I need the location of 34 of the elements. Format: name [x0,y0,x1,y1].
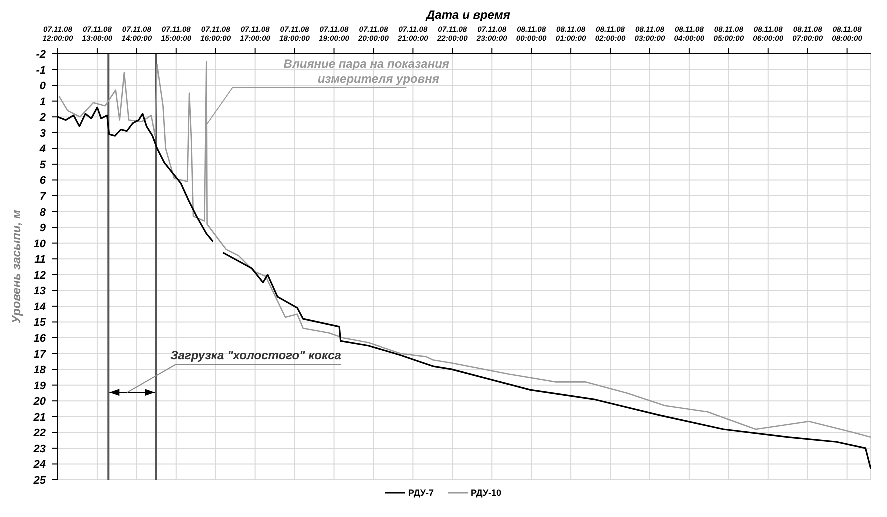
y-tick-label: 20 [32,396,47,408]
legend-label: РДУ-7 [407,488,434,498]
y-tick-label: 16 [34,333,47,345]
y-tick-label: 14 [34,301,46,314]
y-tick-label: 7 [40,191,47,203]
annotation: Влияние пара на показания измерителя уровня [284,57,450,86]
y-tick-label: 4 [38,144,46,156]
y-tick-label: -1 [36,64,46,77]
y-tick-label: 3 [40,128,46,140]
y-tick-label: 0 [40,80,47,93]
y-tick-label: 17 [34,348,47,361]
x-axis-title: Дата и время [424,8,512,22]
y-axis-title: Уровень засыпи, м [9,210,24,324]
y-tick-label: 18 [34,364,47,377]
y-tick-label: 10 [34,238,47,250]
y-tick-label: 6 [40,175,47,188]
y-tick-label: -2 [36,49,46,61]
y-tick-label: 8 [40,206,47,219]
annotation: Загрузка "холостого" кокса [170,348,342,363]
y-tick-label: 2 [38,112,46,124]
y-tick-label: 22 [32,428,46,440]
y-tick-label: 21 [32,412,46,424]
y-tick-label: 19 [34,380,47,392]
y-tick-label: 9 [40,222,47,235]
y-tick-label: 1 [40,96,46,108]
y-tick-label: 11 [34,254,46,266]
y-tick-label: 5 [40,159,47,172]
y-tick-label: 15 [34,317,47,330]
y-tick-label: 23 [32,443,46,456]
y-tick-label: 13 [34,286,46,298]
y-tick-label: 12 [34,270,46,282]
y-tick-label: 25 [32,475,47,487]
y-tick-label: 24 [32,459,46,472]
legend-label: РДУ-10 [470,488,502,498]
